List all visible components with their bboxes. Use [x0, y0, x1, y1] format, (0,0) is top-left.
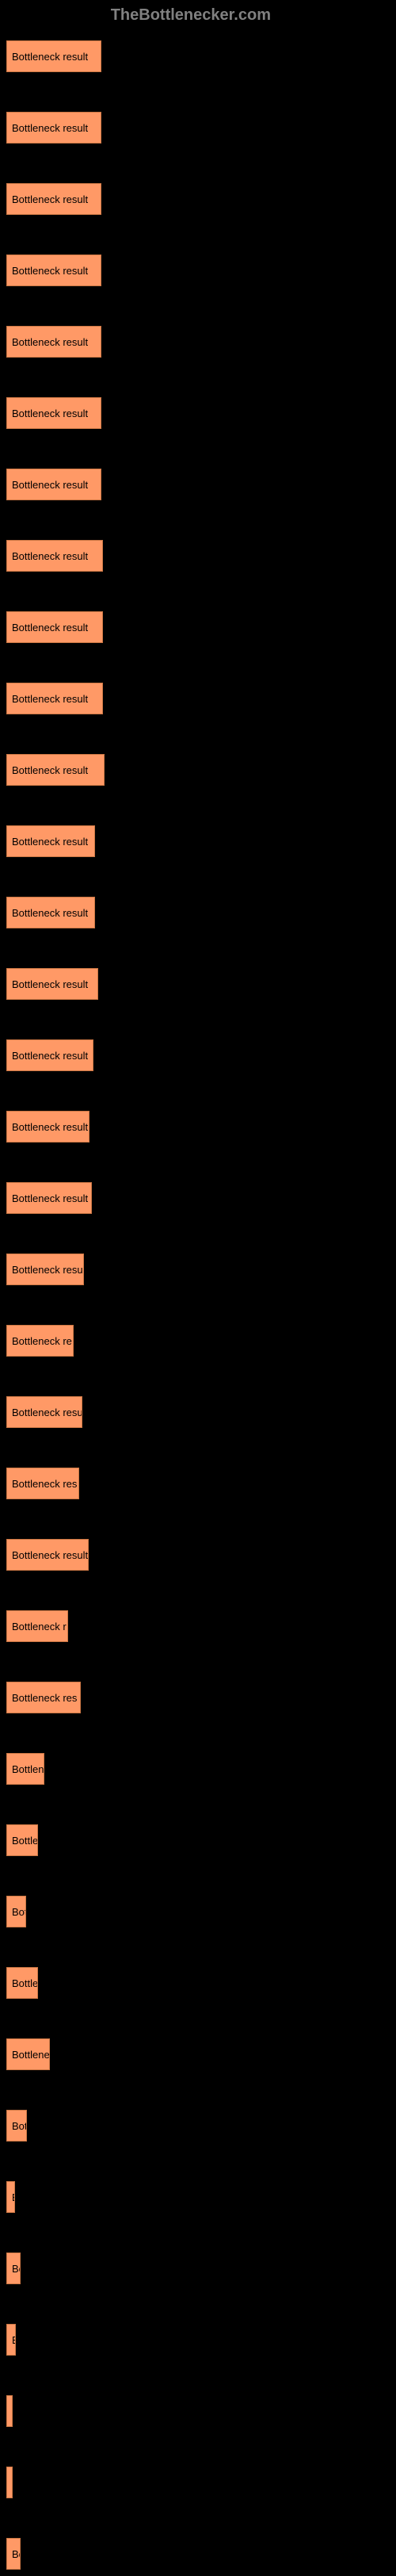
bar-item: Bottlene: [6, 2038, 50, 2070]
bar-item: Bottleneck result: [6, 825, 95, 857]
bar-item: [6, 2395, 13, 2427]
bar-item: Bo: [6, 2253, 21, 2284]
bar-item: Bottleneck result: [6, 683, 103, 714]
bar-item: Bottleneck result: [6, 754, 105, 786]
bar-item: Bottleneck res: [6, 1682, 81, 1713]
bar-item: Bottleneck result: [6, 1539, 89, 1571]
bar-item: Bottleneck result: [6, 540, 103, 572]
bar-item: Bottleneck r: [6, 1610, 68, 1642]
bar-item: Bottleneck result: [6, 112, 101, 144]
bar-item: Bottleneck result: [6, 1182, 92, 1214]
bar-item: Bottle: [6, 1824, 38, 1856]
bar-item: Bottleneck resu: [6, 1396, 82, 1428]
bar-item: Bottleneck result: [6, 326, 101, 358]
bar-item: Bottleneck result: [6, 469, 101, 500]
bar-item: Bottleneck result: [6, 1039, 93, 1071]
bar-item: Bottleneck result: [6, 255, 101, 286]
bar-item: Bottleneck result: [6, 40, 101, 72]
bar-item: Bottleneck result: [6, 968, 98, 1000]
bar-item: [6, 2467, 13, 2498]
bar-item: B: [6, 2324, 16, 2356]
bar-item: Bottleneck result: [6, 397, 101, 429]
bar-item: Bottleneck re: [6, 1325, 74, 1357]
bar-item: B: [6, 2181, 15, 2213]
bar-item: Bottleneck result: [6, 183, 101, 215]
bar-item: Bo: [6, 2538, 21, 2570]
bar-item: Bottleneck result: [6, 897, 95, 928]
bar-item: Bottlen: [6, 1753, 44, 1785]
bar-chart: Bottleneck result Bottleneck result Bottle…: [6, 40, 390, 2570]
bar-item: Bottleneck resu: [6, 1254, 84, 1285]
bar-item: Bottleneck result: [6, 1111, 89, 1143]
bar-item: Bot: [6, 1896, 26, 1927]
site-header: TheBottlenecker.com: [6, 6, 390, 25]
bar-item: Bot: [6, 2110, 27, 2142]
bar-item: Bottleneck result: [6, 611, 103, 643]
bar-item: Bottle: [6, 1967, 38, 1999]
bar-item: Bottleneck res: [6, 1468, 79, 1499]
